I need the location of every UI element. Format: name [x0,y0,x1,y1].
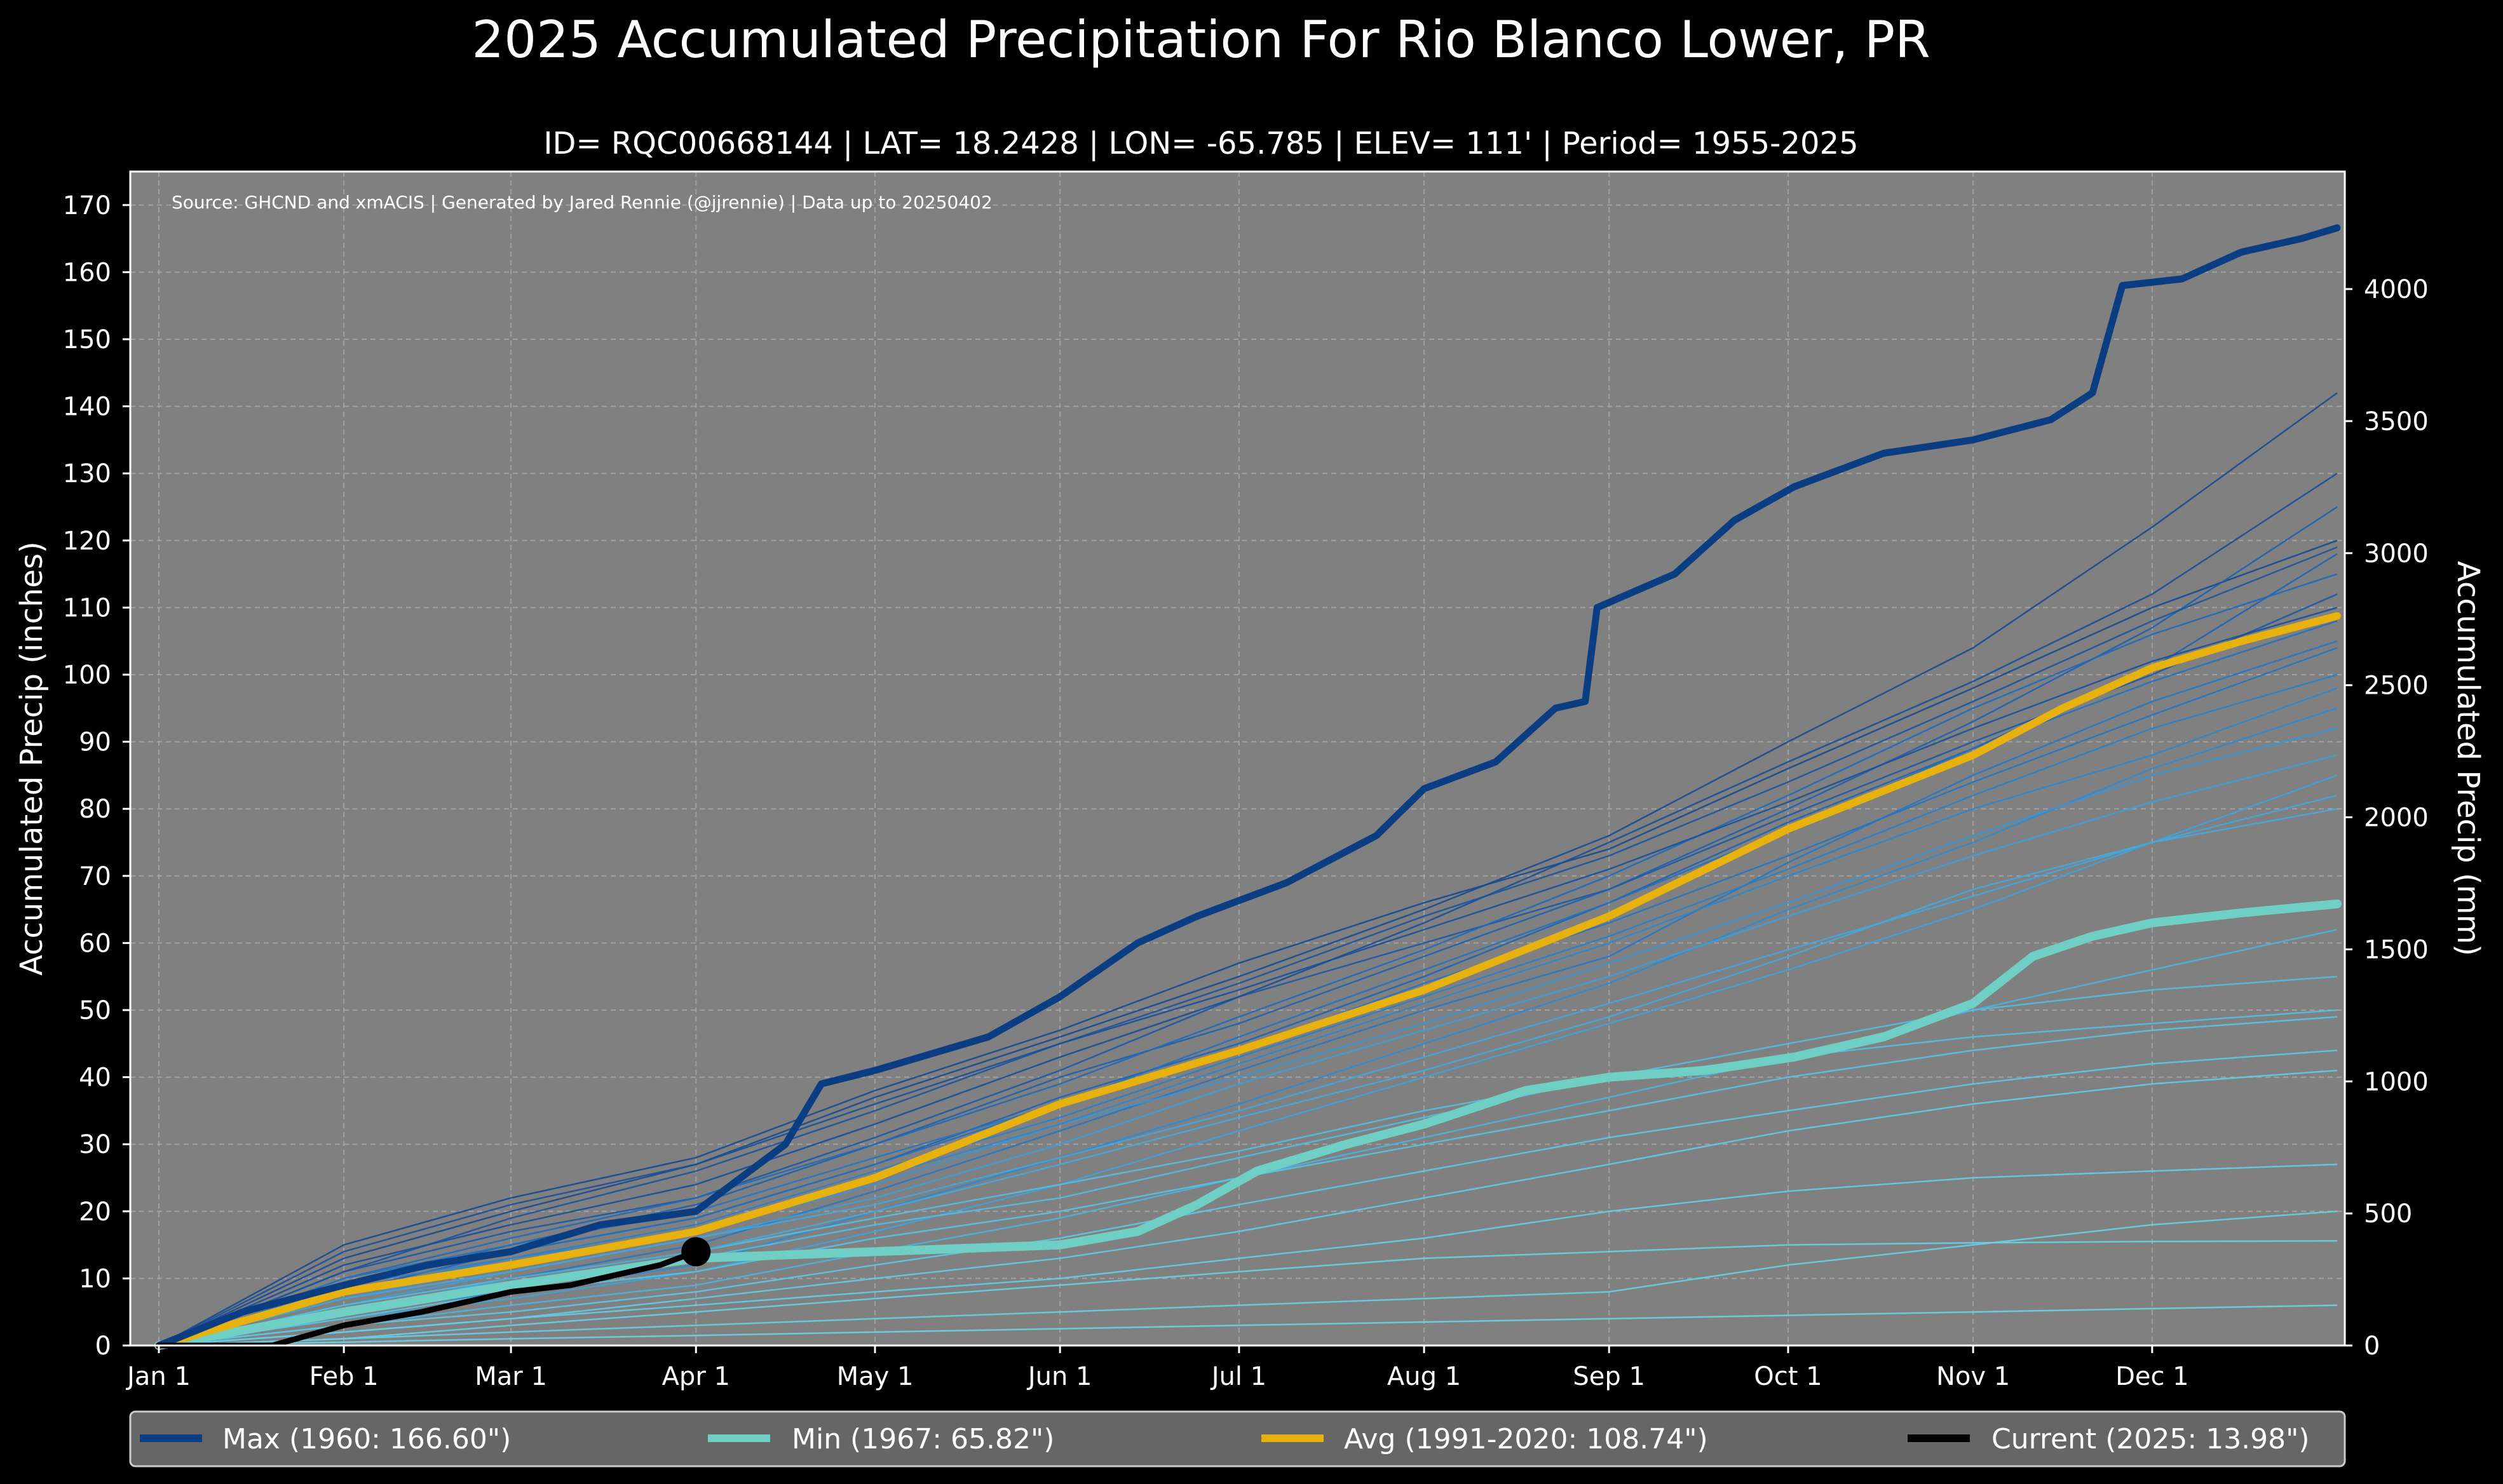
y2-tick-label: 2500 [2364,671,2429,701]
y-tick-label: 20 [79,1197,111,1227]
year-line-8 [158,392,2338,1347]
year-line-26 [158,794,2338,1347]
legend-avg-label: Avg (1991-2020: 108.74") [1344,1423,1708,1455]
year-line-12 [158,546,2338,1347]
y-axis-label-left: Accumulated Precip (inches) [14,541,50,976]
legend: Max (1960: 166.60") Min (1967: 65.82") A… [129,1410,2346,1467]
y-tick-label: 10 [79,1264,111,1293]
x-tick-label: Dec 1 [2115,1362,2189,1391]
plot-frame [129,170,2346,1347]
legend-min-label: Min (1967: 65.82") [792,1423,1054,1455]
y2-tick-label: 500 [2364,1199,2412,1229]
right-y-axis: 0 500 1000 1500 2000 2500 3000 3500 4000 [2345,275,2429,1361]
series-avg-line [155,612,2341,1349]
x-tick-label: Jan 1 [125,1362,191,1391]
x-tick-label: May 1 [837,1362,914,1391]
series-max-line [155,224,2341,1349]
year-line-5 [158,473,2338,1347]
y-tick-label: 120 [63,527,111,556]
y-tick-label: 170 [63,191,111,220]
y-tick-label: 0 [95,1332,111,1361]
series-current-line [156,1248,699,1349]
year-line-10 [158,573,2338,1347]
y-tick-label: 60 [79,929,111,958]
x-tick-label: Mar 1 [475,1362,547,1391]
y2-tick-label: 2000 [2364,804,2429,833]
y2-tick-label: 4000 [2364,275,2429,304]
y-tick-label: 90 [79,728,111,757]
y-tick-label: 30 [79,1130,111,1159]
y-tick-label: 160 [63,258,111,287]
x-tick-label: Oct 1 [1754,1362,1822,1391]
legend-max-label: Max (1960: 166.60") [222,1423,511,1455]
y-tick-label: 110 [63,593,111,623]
left-y-axis: 0 10 20 30 40 50 60 70 80 90 100 110 120 130 140 150 160… [63,191,130,1361]
plot-area [130,172,2345,1346]
year-line-24 [158,1304,2338,1347]
legend-box [129,1410,2346,1467]
year-line-23 [158,1210,2338,1347]
chart-subtitle: ID= RQC00668144 | LAT= 18.2428 | LON= -6… [543,126,1858,161]
y-tick-label: 50 [79,996,111,1025]
y2-tick-label: 1500 [2364,935,2429,964]
x-tick-label: Nov 1 [1936,1362,2010,1391]
year-line-22 [158,1240,2338,1347]
y-tick-label: 130 [63,459,111,489]
y2-tick-label: 3500 [2364,407,2429,436]
year-line-29 [158,807,2338,1347]
current-marker [681,1237,711,1267]
y2-tick-label: 0 [2364,1332,2380,1361]
y-tick-label: 80 [79,795,111,824]
y2-tick-label: 1000 [2364,1067,2429,1096]
x-tick-label: Feb 1 [309,1362,379,1391]
source-note: Source: GHCND and xmACIS | Generated by … [172,192,993,213]
year-line-21 [158,1163,2338,1347]
y-tick-label: 100 [63,661,111,690]
y-tick-label: 140 [63,393,111,422]
x-axis: Jan 1 Feb 1 Mar 1 Apr 1 May 1 Jun 1 Jul 1 Aug 1… [125,1346,2189,1391]
x-tick-label: Aug 1 [1387,1362,1461,1391]
x-tick-label: Apr 1 [662,1362,730,1391]
chart-title: 2025 Accumulated Precipitation For Rio B… [471,10,1930,69]
x-tick-label: Sep 1 [1573,1362,1645,1391]
legend-current-label: Current (2025: 13.98") [1991,1423,2310,1455]
y-axis-label-right: Accumulated Precip (mm) [2450,561,2486,956]
x-tick-label: Jun 1 [1026,1362,1092,1391]
year-line-28 [158,607,2338,1347]
grid [130,172,2345,1346]
x-tick-label: Jul 1 [1210,1362,1266,1391]
highlight-lines [154,224,2342,1350]
year-line-18 [158,1049,2338,1347]
y-tick-label: 150 [63,325,111,354]
y-tick-label: 40 [79,1063,111,1093]
y-tick-label: 70 [79,862,111,891]
year-line-3 [158,539,2338,1347]
y2-tick-label: 3000 [2364,539,2429,569]
series-min-line [154,899,2342,1350]
year-line-11 [158,774,2338,1347]
year-line-25 [158,687,2338,1347]
